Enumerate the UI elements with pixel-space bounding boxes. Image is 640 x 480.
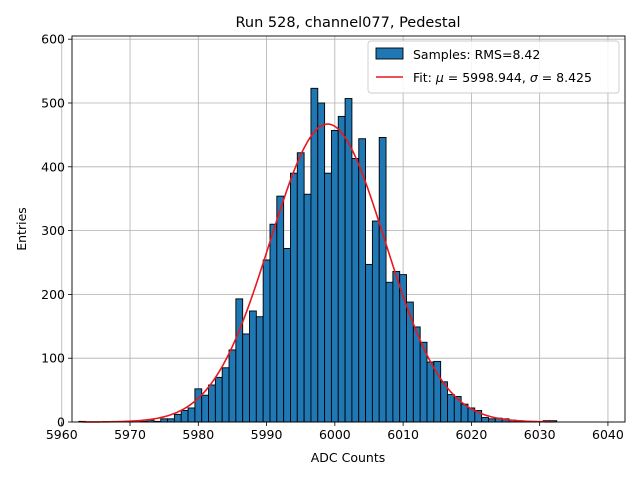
x-tick-label: 5970 (114, 427, 146, 442)
legend-fit-mu-symbol: μ (435, 70, 444, 85)
legend-fit-sigma-value: = 8.425 (538, 70, 592, 85)
x-tick-label: 5990 (251, 427, 283, 442)
legend-box (367, 40, 620, 94)
histogram-bar (371, 220, 380, 423)
x-tick-label: 5960 (46, 427, 78, 442)
histogram-bar (412, 326, 421, 423)
x-tick-label: 6010 (387, 427, 419, 442)
histogram-bar (194, 388, 203, 423)
x-tick-label: 6000 (319, 427, 351, 442)
histogram-bar (262, 259, 271, 423)
histogram-bar (221, 367, 230, 423)
plot-frame (71, 35, 626, 423)
legend-fit-sigma-symbol: σ (530, 70, 539, 85)
legend-histogram-label: Samples: RMS=8.42 (413, 47, 540, 62)
histogram-bar (378, 136, 387, 423)
histogram-bar (242, 333, 250, 423)
y-tick-label: 500 (41, 95, 65, 110)
fit-curve (82, 123, 554, 423)
histogram-bar (249, 310, 257, 423)
histogram-bar (310, 87, 319, 423)
histogram-bar (180, 410, 189, 423)
y-axis-ticks: 0 100 200 300 400 500 600 (41, 32, 72, 430)
y-tick-label: 400 (41, 159, 65, 174)
x-axis-label: ADC Counts (311, 450, 386, 465)
y-tick-label: 0 (57, 415, 65, 430)
histogram-bar (214, 376, 223, 423)
legend: Samples: RMS=8.42 Fit: μ = 5998.944, σ =… (367, 40, 620, 94)
histogram-bar (337, 115, 346, 423)
histogram-bar (296, 152, 305, 423)
histogram-bar (392, 270, 401, 423)
histogram-bar (330, 129, 339, 423)
histogram-bar (351, 158, 360, 423)
legend-histogram-swatch (375, 47, 404, 60)
histogram-bar (481, 417, 489, 423)
x-tick-label: 6040 (592, 427, 624, 442)
chart-title: Run 528, channel077, Pedestal (235, 15, 460, 31)
histogram-bar (426, 361, 435, 423)
histogram-bar (228, 349, 237, 423)
y-tick-label: 200 (41, 287, 65, 302)
y-tick-label: 100 (41, 351, 65, 366)
histogram-bar (365, 263, 373, 423)
x-tick-label: 6020 (455, 427, 487, 442)
histogram-bar (290, 172, 298, 423)
histogram-bar (276, 195, 285, 423)
histogram-bar (160, 418, 169, 423)
histogram-bar (269, 223, 278, 423)
x-tick-label: 5980 (182, 427, 214, 442)
histogram-bar (447, 394, 455, 423)
histogram-bar (303, 193, 312, 423)
histogram-bar (187, 407, 196, 423)
y-axis-label: Entries (14, 207, 29, 251)
legend-fit-prefix: Fit: (413, 70, 436, 85)
histogram-bar (324, 172, 332, 423)
x-tick-label: 6030 (524, 427, 556, 442)
histogram-bar (385, 281, 394, 423)
histogram-bar (317, 102, 326, 423)
legend-fit-label: Fit: μ = 5998.944, σ = 8.425 (413, 70, 592, 85)
histogram-bar (173, 413, 182, 423)
legend-fit-mu-value: = 5998.944, (444, 70, 530, 85)
histogram-bars (78, 87, 558, 423)
histogram-bar (167, 418, 175, 423)
histogram-bar (488, 418, 496, 423)
histogram-bar (283, 248, 291, 423)
y-tick-label: 300 (41, 223, 65, 238)
histogram-bar (235, 298, 244, 423)
histogram-bar (208, 384, 216, 423)
histogram-bar (255, 316, 264, 423)
x-axis-ticks: 5960 5970 5980 5990 6000 6010 6020 6030 6040 (46, 422, 624, 442)
histogram-bar (201, 394, 209, 423)
y-tick-label: 600 (41, 32, 65, 47)
